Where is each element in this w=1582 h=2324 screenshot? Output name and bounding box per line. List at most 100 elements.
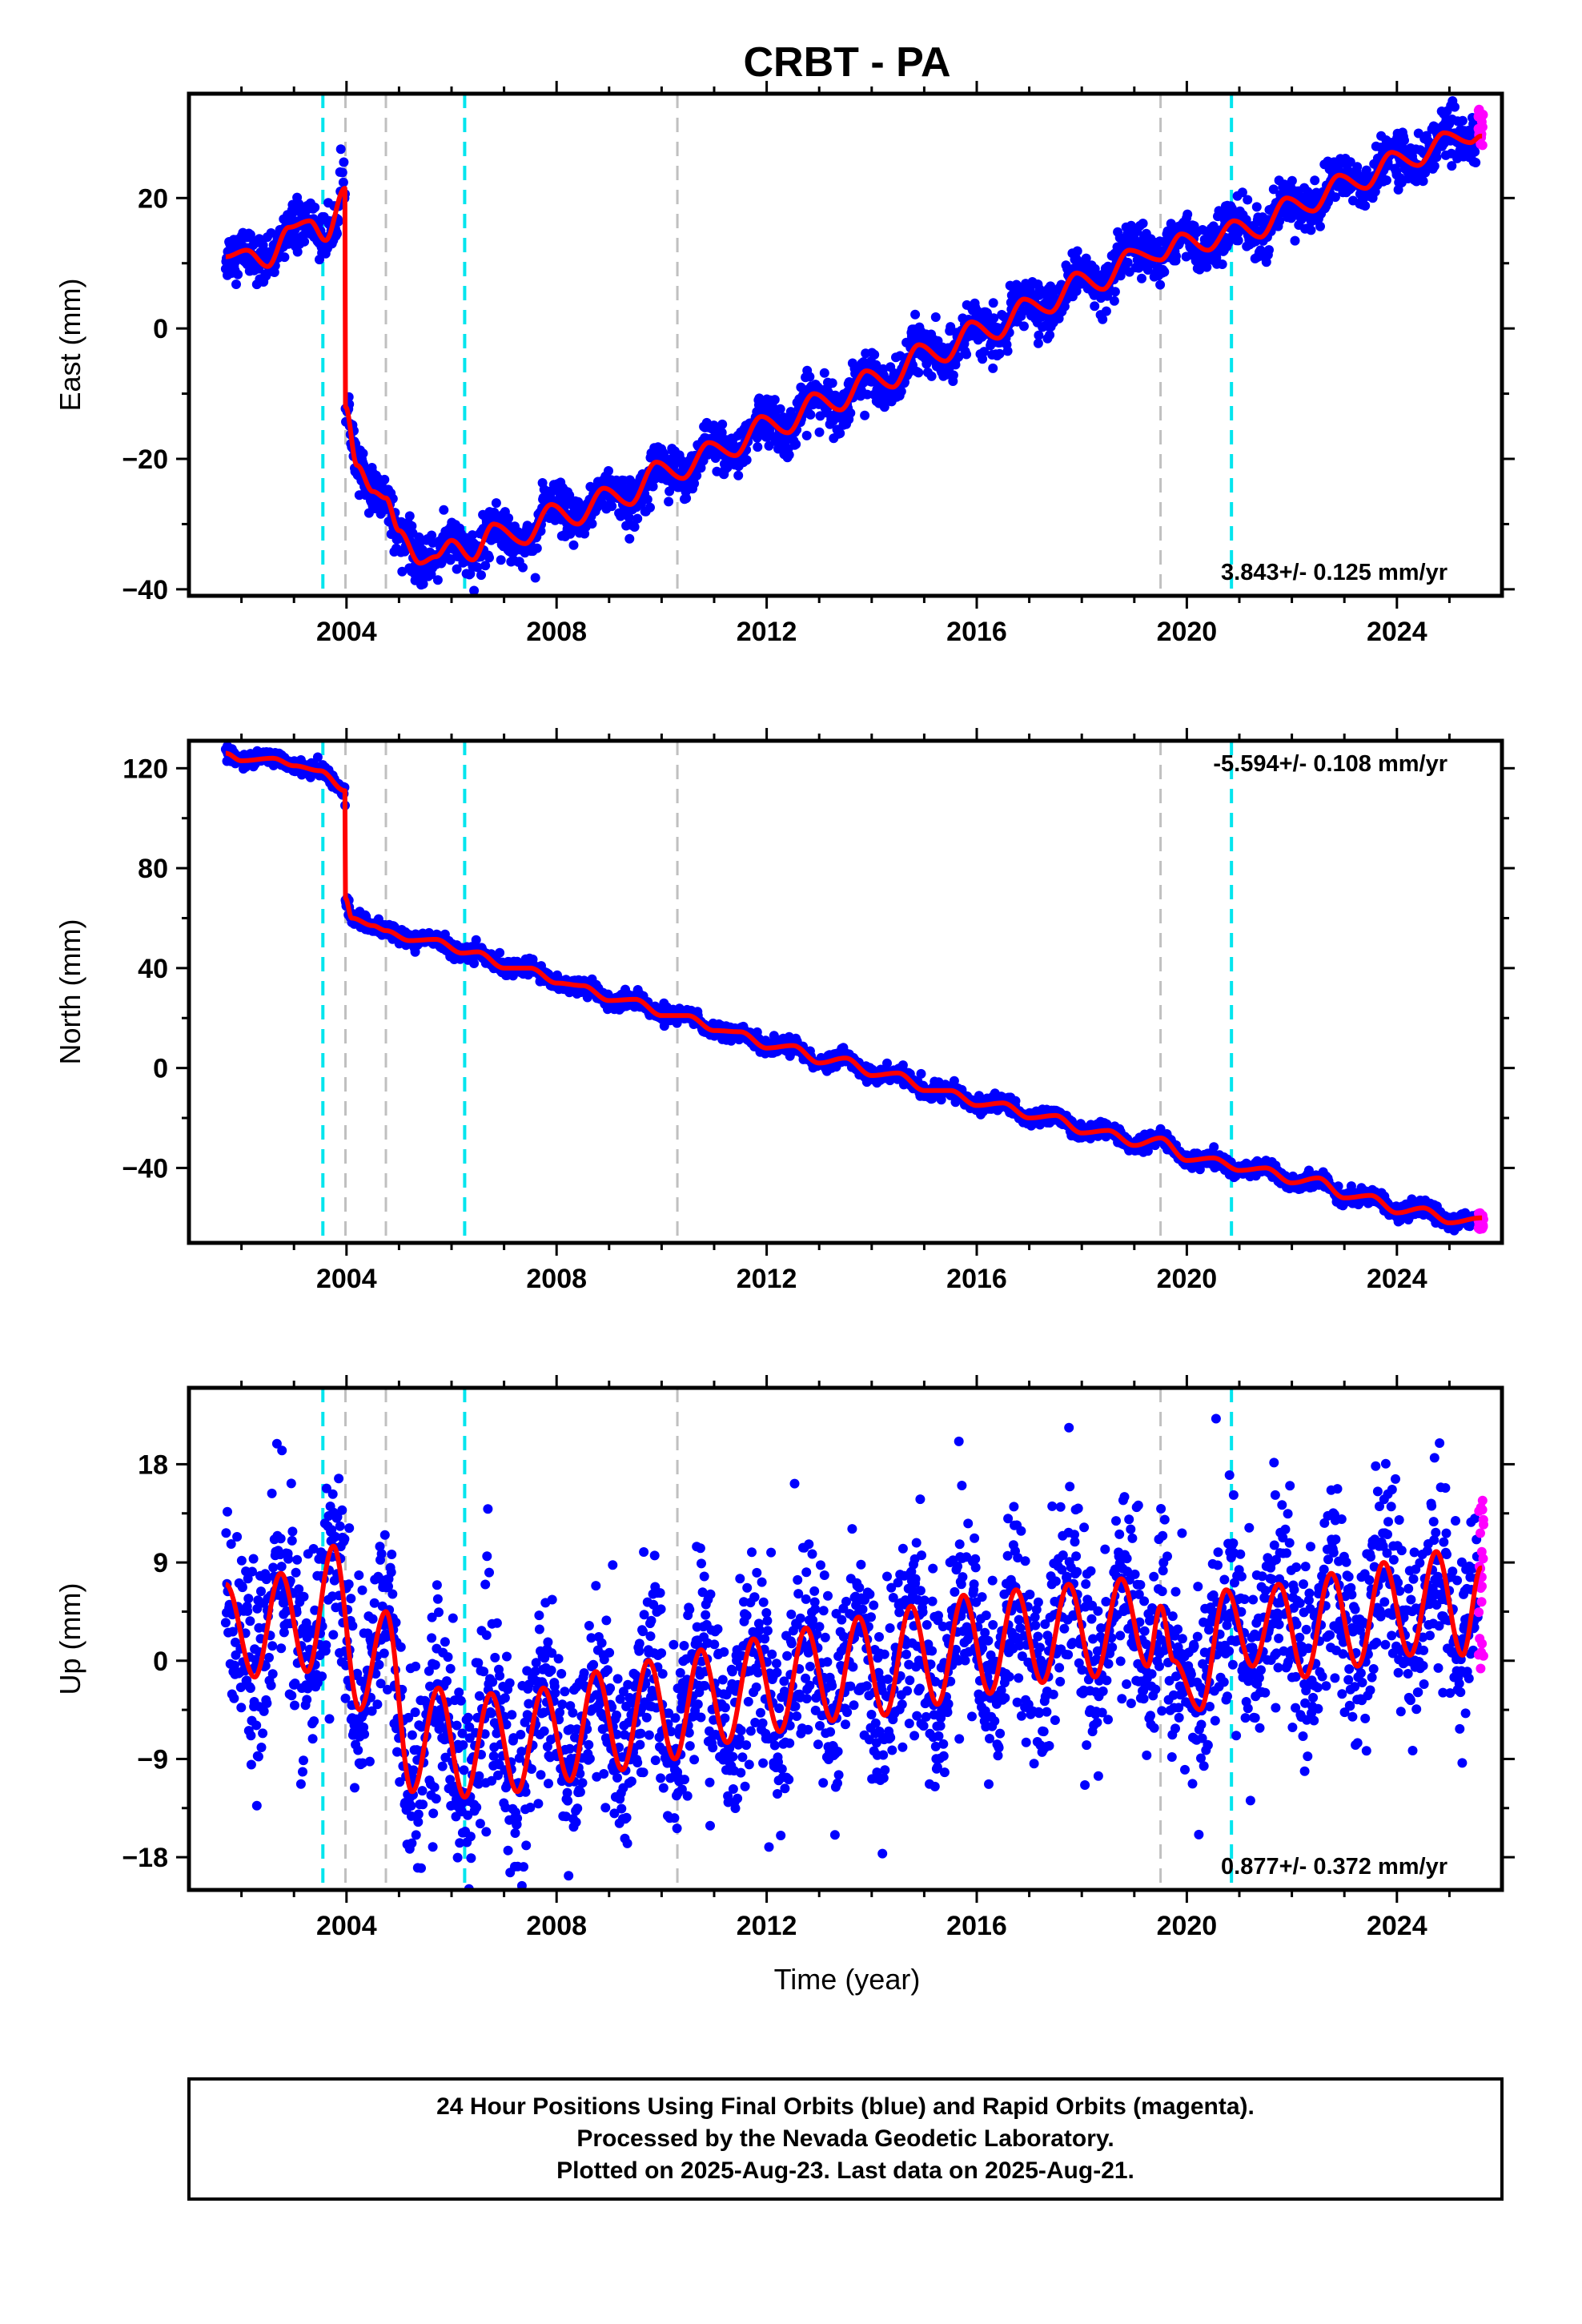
final-orbit-points	[220, 741, 1484, 1236]
final-orbit-point	[338, 177, 348, 187]
north-panel: 2004 2008 2012 2016 2020 2024−4004080120North…	[54, 728, 1515, 1294]
final-orbit-point	[769, 395, 780, 405]
final-orbit-point	[484, 553, 494, 563]
final-orbit-point	[233, 269, 243, 279]
final-orbit-point	[805, 409, 816, 420]
final-orbit-point	[258, 240, 268, 251]
final-orbit-point	[896, 386, 906, 396]
y-tick-label: 0	[153, 314, 168, 344]
y-tick-label: −20	[122, 444, 168, 475]
final-orbit-point	[1360, 201, 1371, 211]
x-tick-label: 2016	[946, 617, 1007, 647]
final-orbit-point	[1033, 338, 1043, 348]
final-orbit-point	[1399, 135, 1409, 146]
rate-label: 3.843+/- 0.125 mm/yr	[1221, 560, 1447, 585]
final-orbit-point	[775, 404, 785, 414]
final-orbit-point	[476, 570, 486, 581]
final-orbit-point	[869, 349, 880, 360]
final-orbit-point	[692, 470, 702, 480]
final-orbit-point	[1471, 158, 1481, 167]
final-orbit-point	[1182, 209, 1193, 219]
final-orbit-point	[339, 157, 349, 167]
final-orbit-point	[530, 573, 540, 583]
final-orbit-point	[1264, 245, 1274, 255]
y-axis-label: East (mm)	[54, 279, 86, 412]
final-orbit-point	[292, 247, 303, 257]
y-tick-label: −40	[122, 575, 168, 605]
final-orbit-point	[632, 513, 643, 524]
final-orbit-point	[681, 493, 692, 504]
final-orbit-point	[1352, 162, 1363, 172]
final-orbit-point	[379, 474, 390, 485]
final-orbit-point	[397, 566, 408, 577]
final-orbit-point	[879, 402, 889, 412]
final-orbit-point	[439, 505, 449, 515]
final-orbit-point	[913, 368, 924, 378]
final-orbit-point	[930, 312, 941, 322]
final-orbit-point	[404, 511, 415, 521]
final-orbit-point	[1101, 306, 1111, 316]
final-orbit-point	[659, 448, 669, 459]
final-orbit-point	[954, 352, 964, 362]
final-orbit-point	[835, 428, 845, 439]
final-orbit-point	[1109, 296, 1119, 306]
final-orbit-point	[1306, 225, 1316, 235]
final-orbit-point	[1138, 219, 1148, 228]
final-orbit-point	[801, 430, 812, 440]
final-orbit-point	[962, 349, 972, 360]
final-orbit-point	[469, 959, 480, 968]
final-orbit-point	[1002, 346, 1013, 356]
final-orbit-point	[791, 439, 801, 449]
final-orbit-point	[1098, 314, 1108, 324]
final-orbit-point	[1102, 291, 1112, 301]
final-orbit-point	[862, 389, 873, 400]
final-orbit-point	[452, 564, 462, 574]
y-tick-label: 20	[138, 183, 168, 214]
final-orbit-point	[1418, 176, 1428, 187]
final-orbit-point	[784, 450, 794, 460]
final-orbit-point	[1110, 287, 1120, 297]
final-orbit-point	[741, 455, 752, 465]
final-orbit-point	[946, 322, 956, 332]
plot-area	[220, 741, 1488, 1243]
final-orbit-point	[418, 579, 428, 589]
final-orbit-point	[642, 494, 652, 505]
final-orbit-point	[988, 363, 998, 373]
final-orbit-point	[988, 298, 998, 308]
final-orbit-point	[624, 513, 634, 523]
final-orbit-point	[564, 490, 575, 501]
final-orbit-point	[432, 575, 443, 585]
final-orbit-point	[1450, 102, 1460, 112]
final-orbit-point	[358, 448, 368, 459]
final-orbit-point	[231, 279, 241, 289]
final-orbit-point	[1202, 262, 1212, 272]
final-orbit-point	[469, 585, 480, 596]
final-orbit-point	[1122, 257, 1133, 267]
final-orbit-point	[310, 203, 320, 212]
final-orbit-point	[845, 408, 856, 418]
final-orbit-point	[733, 470, 744, 480]
final-orbit-point	[496, 555, 506, 565]
rapid-orbit-point	[1473, 111, 1484, 122]
final-orbit-point	[604, 466, 613, 476]
final-orbit-point	[414, 532, 424, 542]
final-orbit-point	[504, 513, 514, 523]
x-tick-label: 2012	[737, 617, 797, 647]
final-orbit-point	[480, 561, 491, 571]
final-orbit-point	[994, 348, 1005, 359]
rapid-orbit-point	[1477, 140, 1488, 151]
final-orbit-point	[468, 530, 477, 541]
x-tick-label: 2024	[1367, 617, 1427, 647]
final-orbit-point	[279, 252, 290, 263]
final-orbit-point	[1090, 301, 1100, 312]
final-orbit-point	[587, 519, 597, 529]
final-orbit-point	[910, 309, 921, 320]
final-orbit-point	[752, 432, 762, 443]
final-orbit-point	[532, 543, 542, 553]
final-orbit-point	[819, 368, 829, 378]
final-orbit-point	[472, 562, 483, 573]
final-orbit-point	[1034, 330, 1044, 340]
final-orbit-point	[332, 228, 342, 239]
